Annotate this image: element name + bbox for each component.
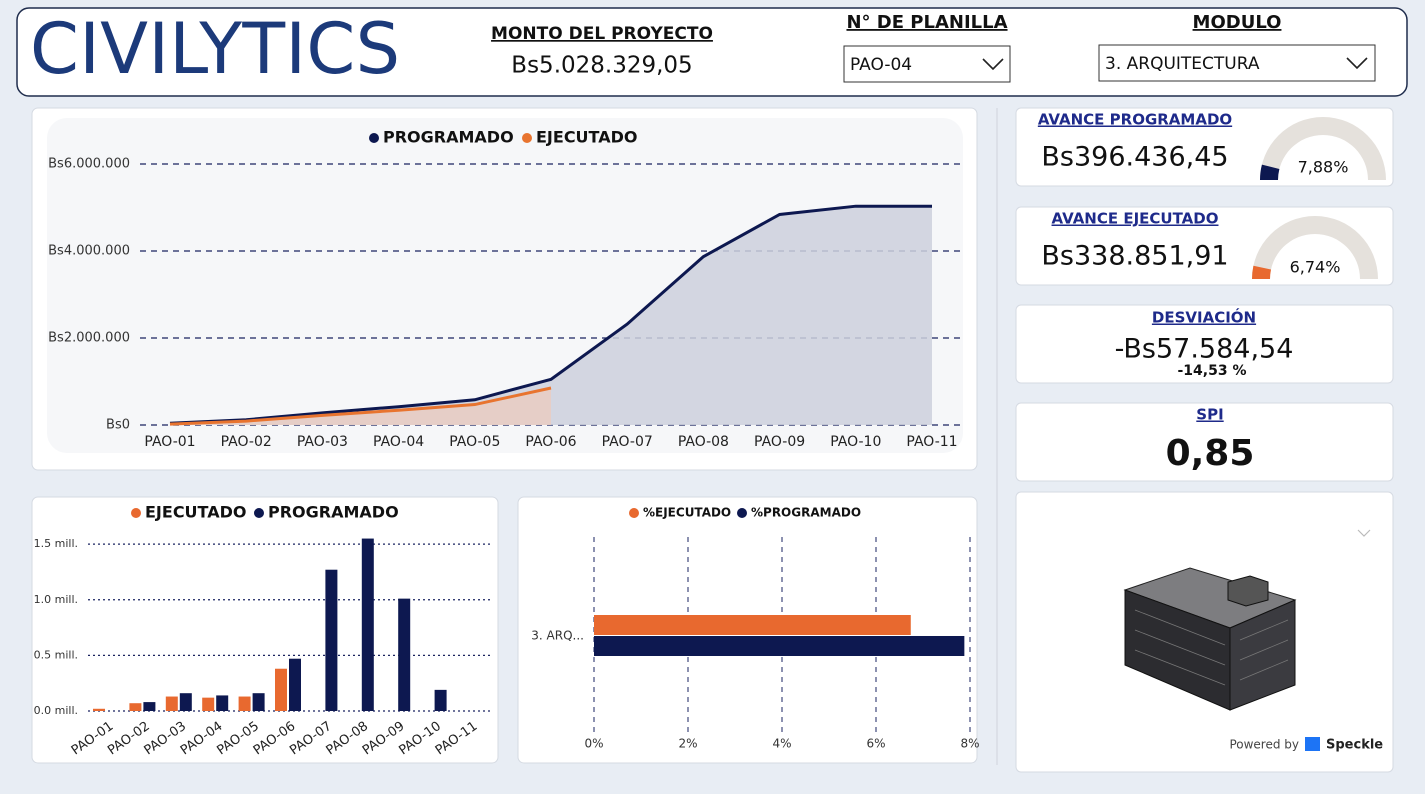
legend-marker — [629, 508, 639, 518]
x-tick-label: PAO-09 — [754, 434, 805, 450]
module-dropdown[interactable] — [1098, 44, 1376, 82]
x-tick-label: PAO-02 — [221, 434, 272, 450]
card-value: -Bs57.584,54 — [1115, 334, 1294, 365]
legend-marker — [131, 508, 141, 518]
bar-panel — [31, 496, 499, 764]
bar — [238, 696, 251, 711]
y-tick-label: Bs2.000.000 — [48, 331, 130, 346]
x-tick-label: 4% — [772, 737, 791, 751]
module-selected: 3. ARQUITECTURA — [1105, 54, 1260, 74]
x-tick-label: PAO-08 — [678, 434, 729, 450]
x-tick-label: PAO-10 — [830, 434, 881, 450]
powered-by: Powered by — [1229, 738, 1299, 752]
legend-label: PROGRAMADO — [268, 503, 399, 522]
card — [1015, 304, 1394, 384]
gauge-value — [1260, 164, 1280, 180]
brand: Speckle — [1326, 738, 1383, 753]
x-tick-label: 8% — [960, 737, 979, 751]
card-value: Bs338.851,91 — [1041, 241, 1228, 272]
x-tick-label: 2% — [678, 737, 697, 751]
gauge-label: 7,88% — [1298, 158, 1349, 177]
gauge-value — [1252, 265, 1272, 279]
legend-marker — [254, 508, 264, 518]
gauge-track — [1260, 116, 1386, 180]
card-subvalue: -14,53 % — [1178, 363, 1247, 379]
y-tick-label: Bs6.000.000 — [48, 157, 130, 172]
card — [1015, 402, 1394, 482]
planilla-label: N° DE PLANILLA — [846, 12, 1007, 33]
bar — [165, 696, 178, 711]
legend-label: PROGRAMADO — [383, 128, 514, 147]
legend-marker — [737, 508, 747, 518]
bar — [252, 693, 265, 711]
bar — [361, 538, 374, 711]
bar — [93, 708, 105, 711]
y-tick-label: 0.0 mill. — [34, 704, 78, 717]
y-tick-label: 0.5 mill. — [34, 648, 78, 661]
x-tick-label: PAO-04 — [373, 434, 424, 450]
planilla-dropdown[interactable] — [843, 45, 1011, 83]
bar — [216, 695, 229, 711]
bar — [289, 658, 301, 711]
card-title: SPI — [1196, 406, 1223, 424]
amount-label: MONTO DEL PROYECTO — [491, 24, 713, 44]
bar — [143, 702, 156, 711]
x-tick-label: PAO-11 — [906, 434, 957, 450]
series-line — [169, 386, 552, 426]
y-tick-label: 3. ARQ... — [531, 629, 584, 643]
logo: CIVILYTICS — [30, 8, 400, 90]
legend-label: %EJECUTADO — [643, 506, 731, 520]
bar — [202, 697, 215, 711]
y-tick-label: 1.5 mill. — [34, 537, 78, 550]
header — [16, 7, 1408, 97]
chevron — [982, 58, 1004, 71]
planilla-selected: PAO-04 — [850, 55, 912, 75]
bar — [398, 598, 411, 711]
bar — [325, 569, 338, 711]
x-tick-label: PAO-03 — [297, 434, 348, 450]
card-title: AVANCE EJECUTADO — [1052, 210, 1219, 228]
y-tick-label: Bs4.000.000 — [48, 244, 130, 259]
legend-marker — [369, 133, 379, 143]
card-value: 0,85 — [1166, 433, 1255, 474]
chevron — [1346, 57, 1368, 70]
bar — [594, 615, 911, 635]
gauge-track — [1252, 215, 1378, 279]
bar — [594, 636, 965, 656]
legend-label: %PROGRAMADO — [751, 506, 861, 520]
x-tick-label: PAO-01 — [144, 434, 195, 450]
card-value: Bs396.436,45 — [1041, 142, 1228, 173]
gauge-label: 6,74% — [1290, 258, 1341, 277]
legend-label: EJECUTADO — [536, 128, 637, 147]
legend-marker — [522, 133, 532, 143]
legend-label: EJECUTADO — [145, 503, 246, 522]
x-tick-label: 6% — [866, 737, 885, 751]
series-line — [169, 204, 932, 425]
x-tick-label: PAO-05 — [449, 434, 500, 450]
bar — [434, 689, 447, 711]
amount-value: Bs5.028.329,05 — [511, 53, 692, 79]
x-tick-label: 0% — [584, 737, 603, 751]
building — [1123, 529, 1371, 751]
x-tick-label: PAO-07 — [602, 434, 653, 450]
y-tick-label: Bs0 — [106, 418, 130, 433]
bar — [275, 668, 287, 711]
y-tick-label: 1.0 mill. — [34, 593, 78, 606]
area-fill — [170, 206, 932, 425]
module-label: MODULO — [1193, 12, 1282, 33]
x-tick-label: PAO-06 — [525, 434, 576, 450]
card-title: DESVIACIÓN — [1152, 308, 1256, 327]
bar — [129, 703, 142, 711]
bar — [179, 693, 192, 711]
card-title: AVANCE PROGRAMADO — [1038, 111, 1232, 129]
area-fill — [170, 388, 551, 425]
